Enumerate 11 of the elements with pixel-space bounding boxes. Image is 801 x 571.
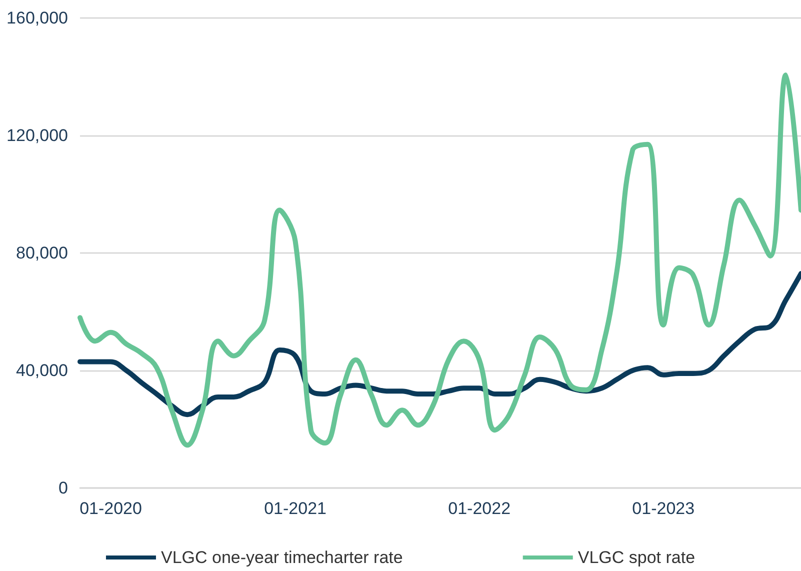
x-tick-label: 01-2023 <box>632 499 695 518</box>
y-tick-label: 80,000 <box>16 244 68 262</box>
y-tick-label: 160,000 <box>6 8 68 28</box>
y-tick-label: 0 <box>58 478 68 498</box>
legend-label: VLGC one-year timecharter rate <box>160 548 403 567</box>
y-tick-label: 40,000 <box>16 361 68 380</box>
x-tick-label: 01-2022 <box>448 499 511 518</box>
x-tick-label: 01-2021 <box>264 499 326 518</box>
legend-label: VLGC spot rate <box>578 548 696 567</box>
y-tick-label: 120,000 <box>6 126 68 145</box>
x-tick-label: 01-2020 <box>80 499 142 518</box>
